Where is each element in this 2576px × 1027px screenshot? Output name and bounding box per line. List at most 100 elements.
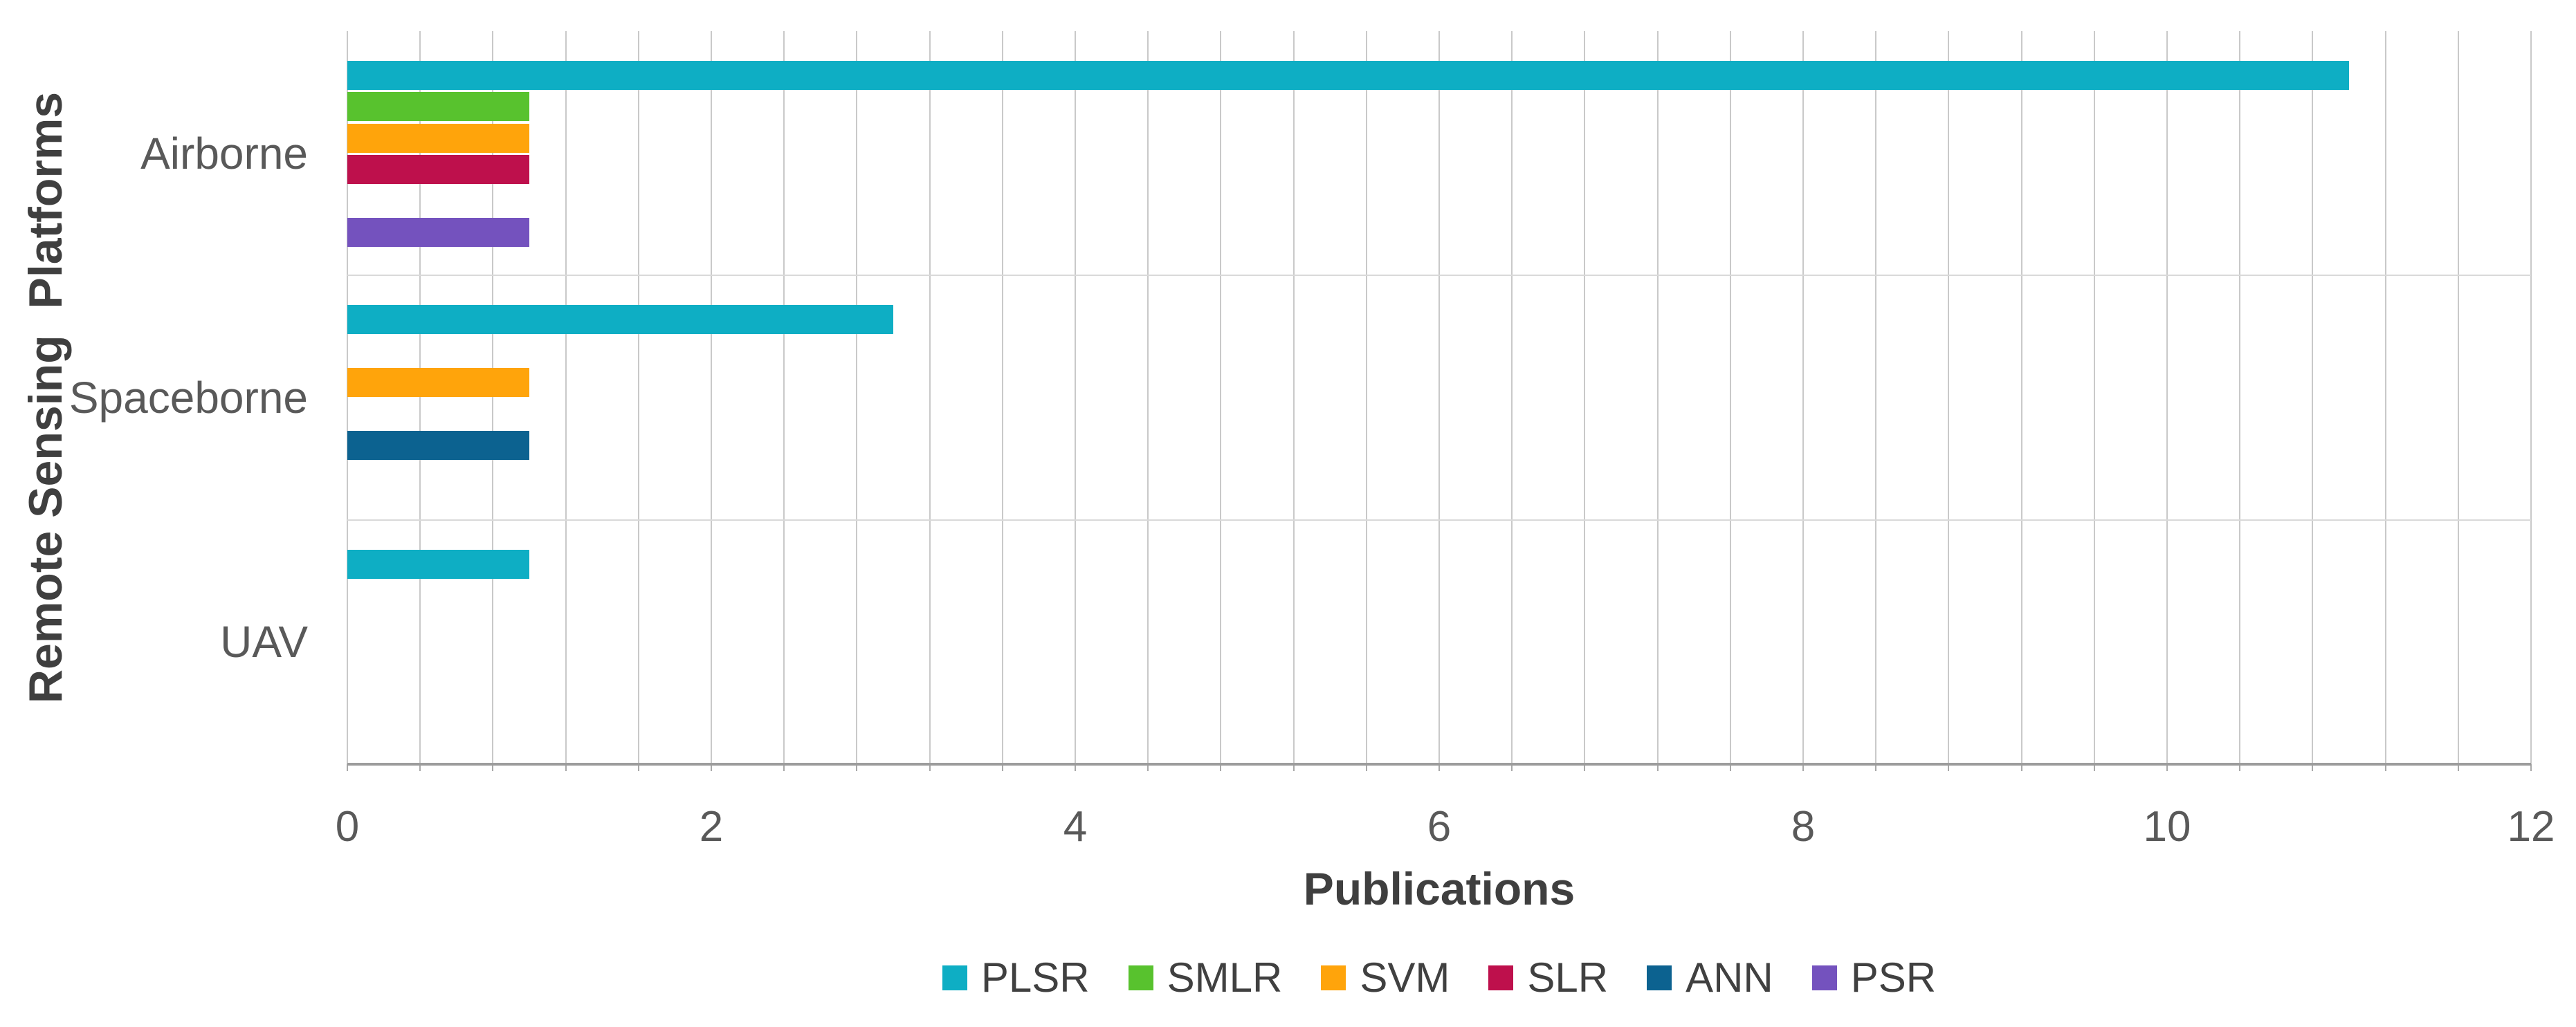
legend-label-slr: SLR xyxy=(1527,954,1609,1001)
x-axis-tick xyxy=(1875,764,1877,771)
x-axis-tick xyxy=(492,764,494,771)
legend-label-plsr: PLSR xyxy=(980,954,1090,1001)
bar-airborne-smlr xyxy=(347,92,529,121)
x-axis-tick xyxy=(1001,764,1003,771)
x-axis-tick xyxy=(1147,764,1149,771)
legend: PLSR SMLR SVM SLR ANN PSR xyxy=(347,957,2531,999)
gridline-vertical xyxy=(2384,31,2386,764)
gridline-vertical xyxy=(2166,31,2168,764)
x-axis-tick xyxy=(1365,764,1367,771)
bar-spaceborne-plsr xyxy=(347,305,893,334)
gridline-vertical xyxy=(1511,31,1513,764)
gridline-vertical xyxy=(637,31,639,764)
gridline-vertical xyxy=(1948,31,1950,764)
x-axis-tick xyxy=(2530,764,2532,771)
legend-label-smlr: SMLR xyxy=(1167,954,1283,1001)
gridline-vertical xyxy=(565,31,567,764)
bar-airborne-slr xyxy=(347,155,529,184)
gridline-vertical xyxy=(347,31,348,764)
x-axis-tick xyxy=(2457,764,2459,771)
gridline-vertical xyxy=(2093,31,2095,764)
x-axis-tick xyxy=(419,764,421,771)
gridline-vertical xyxy=(1438,31,1440,764)
gridline-vertical xyxy=(2312,31,2314,764)
legend-item-plsr: PLSR xyxy=(942,957,1090,999)
x-tick-label-6: 6 xyxy=(1427,803,1452,851)
x-axis-tick xyxy=(1802,764,1804,771)
gridline-vertical xyxy=(1656,31,1659,764)
category-label-airborne: Airborne xyxy=(140,129,308,178)
gridline-vertical xyxy=(1001,31,1003,764)
x-axis-tick xyxy=(856,764,858,771)
legend-marker-smlr xyxy=(1128,965,1153,990)
x-axis-tick xyxy=(1438,764,1440,771)
legend-marker-psr xyxy=(1811,965,1837,990)
x-tick-label-8: 8 xyxy=(1791,803,1816,851)
legend-marker-plsr xyxy=(942,965,967,990)
bar-uav-plsr xyxy=(347,550,529,579)
legend-item-psr: PSR xyxy=(1811,954,1937,1001)
bar-spaceborne-svm xyxy=(347,368,529,397)
gridline-vertical xyxy=(1365,31,1367,764)
x-axis-tick xyxy=(929,764,931,771)
x-axis-tick xyxy=(1584,764,1586,771)
bar-airborne-svm xyxy=(347,124,529,153)
x-axis-tick xyxy=(2239,764,2241,771)
bar-spaceborne-ann xyxy=(347,431,529,460)
x-axis-line xyxy=(347,763,2531,766)
x-axis-tick xyxy=(1729,764,1731,771)
gridline-vertical xyxy=(711,31,712,764)
gridline-vertical xyxy=(856,31,858,764)
gridline-vertical xyxy=(419,31,421,764)
category-label-spaceborne: Spaceborne xyxy=(68,373,308,423)
legend-label-ann: ANN xyxy=(1686,954,1773,1001)
x-axis-tick xyxy=(347,764,348,771)
x-tick-label-4: 4 xyxy=(1063,803,1088,851)
x-axis-tick xyxy=(1948,764,1950,771)
x-axis-tick xyxy=(2093,764,2095,771)
legend-marker-svm xyxy=(1321,965,1346,990)
gridline-vertical xyxy=(2457,31,2459,764)
legend-marker-ann xyxy=(1647,965,1672,990)
x-axis-tick xyxy=(1511,764,1513,771)
gridline-vertical xyxy=(2239,31,2241,764)
x-axis-tick xyxy=(783,764,785,771)
x-axis-tick xyxy=(1656,764,1659,771)
x-axis-tick xyxy=(2384,764,2386,771)
gridline-vertical xyxy=(2020,31,2022,764)
x-tick-label-10: 10 xyxy=(2143,803,2191,851)
x-tick-label-12: 12 xyxy=(2507,803,2555,851)
legend-item-slr: SLR xyxy=(1488,957,1608,999)
legend-item-ann: ANN xyxy=(1647,957,1773,999)
category-band-separator xyxy=(347,519,2531,521)
gridline-vertical xyxy=(1292,31,1295,764)
bar-airborne-plsr xyxy=(347,61,2349,90)
category-band-separator xyxy=(347,275,2531,277)
category-label-uav: UAV xyxy=(220,617,308,667)
x-axis-tick xyxy=(1292,764,1295,771)
gridline-vertical xyxy=(783,31,785,764)
x-axis-tick xyxy=(565,764,567,771)
x-axis-tick xyxy=(711,764,712,771)
gridline-vertical xyxy=(1729,31,1731,764)
gridline-vertical xyxy=(1220,31,1222,764)
gridline-vertical xyxy=(1802,31,1804,764)
gridline-vertical xyxy=(1875,31,1877,764)
gridline-vertical xyxy=(1075,31,1076,764)
x-tick-label-2: 2 xyxy=(699,803,724,851)
legend-item-smlr: SMLR xyxy=(1128,954,1283,1001)
gridline-vertical xyxy=(1147,31,1149,764)
bar-airborne-psr xyxy=(347,218,529,247)
legend-marker-slr xyxy=(1488,965,1514,990)
gridline-vertical xyxy=(929,31,931,764)
legend-label-psr: PSR xyxy=(1850,954,1937,1001)
x-axis-tick xyxy=(2020,764,2022,771)
x-axis-tick xyxy=(2312,764,2314,771)
gridline-vertical xyxy=(2530,31,2532,764)
gridline-vertical xyxy=(492,31,494,764)
x-axis-tick xyxy=(1220,764,1222,771)
x-axis-tick xyxy=(1075,764,1076,771)
gridline-vertical xyxy=(1584,31,1586,764)
x-axis-title: Publications xyxy=(1303,863,1575,914)
